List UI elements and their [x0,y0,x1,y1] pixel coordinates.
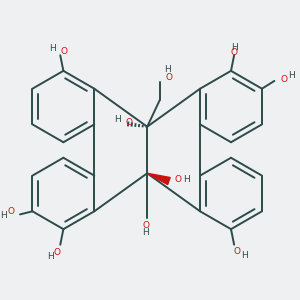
Text: O: O [125,118,132,127]
Text: O: O [54,248,61,257]
Text: O: O [61,47,68,56]
Text: O: O [142,220,149,230]
Text: H: H [49,44,56,53]
Text: H: H [47,252,54,261]
Text: H: H [231,43,238,52]
Polygon shape [147,173,170,184]
Text: O: O [175,175,182,184]
Text: H: H [184,175,190,184]
Text: H: H [288,71,295,80]
Text: O: O [231,48,238,57]
Text: O: O [234,247,241,256]
Text: H: H [241,251,248,260]
Text: O: O [7,207,14,216]
Text: H: H [142,228,149,237]
Text: O: O [165,74,172,82]
Text: O: O [280,75,287,84]
Text: H: H [164,65,171,74]
Text: H: H [1,212,7,220]
Text: H: H [114,116,121,124]
